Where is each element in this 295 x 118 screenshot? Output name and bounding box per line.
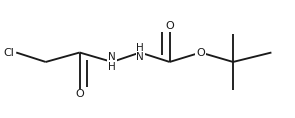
Text: Cl: Cl bbox=[4, 48, 15, 57]
Text: O: O bbox=[75, 89, 84, 99]
Text: O: O bbox=[165, 21, 174, 31]
Text: O: O bbox=[196, 48, 205, 57]
Text: N
H: N H bbox=[108, 52, 116, 72]
Text: H
N: H N bbox=[136, 43, 144, 62]
